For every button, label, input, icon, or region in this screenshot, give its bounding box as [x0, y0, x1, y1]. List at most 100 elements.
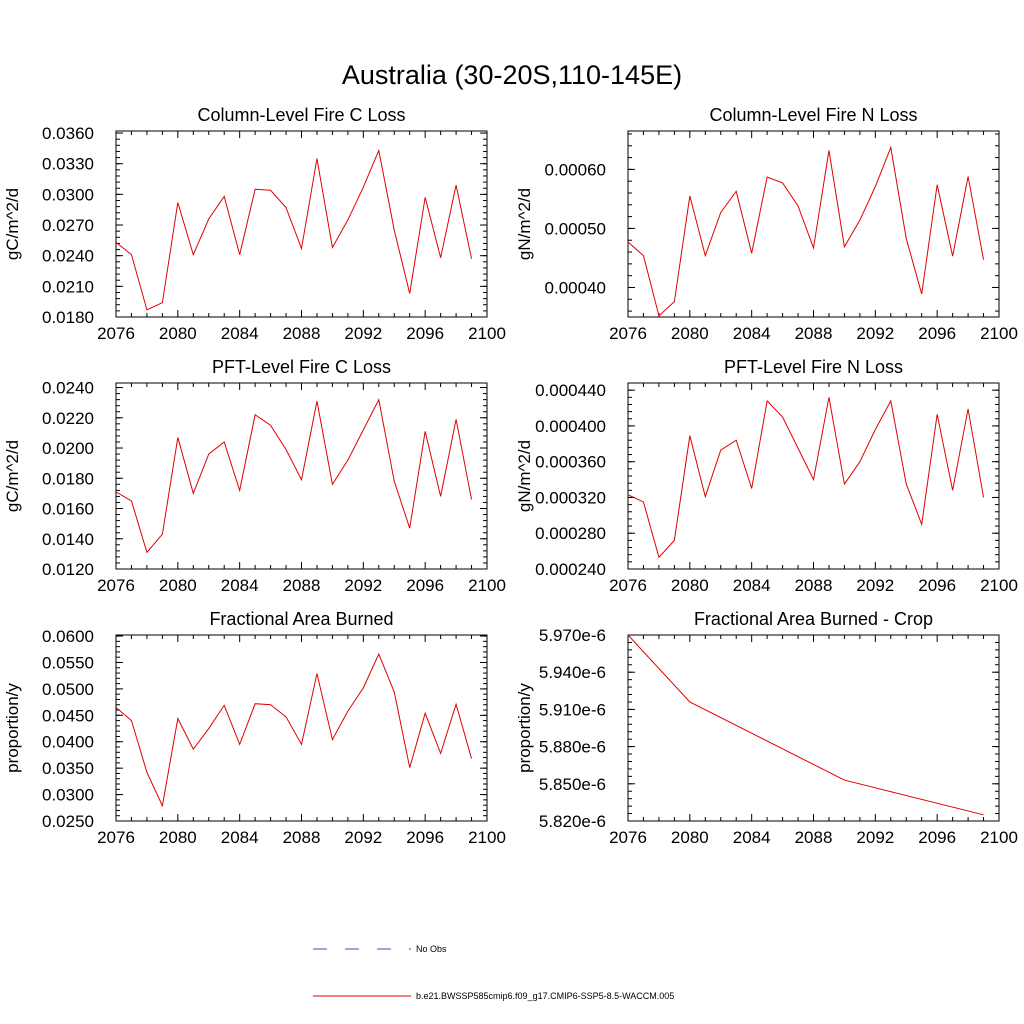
panel-title: PFT-Level Fire N Loss [724, 357, 903, 377]
y-axis-label: gN/m^2/d [515, 440, 534, 512]
x-tick-label: 2076 [609, 576, 647, 595]
x-tick-label: 2100 [468, 828, 506, 847]
x-tick-label: 2088 [283, 324, 321, 343]
x-tick-label: 2092 [344, 324, 382, 343]
x-tick-label: 2080 [159, 324, 197, 343]
y-tick-label: 0.000320 [535, 488, 606, 507]
x-tick-label: 2100 [980, 828, 1018, 847]
x-tick-label: 2076 [609, 324, 647, 343]
y-tick-label: 0.0240 [42, 247, 94, 266]
series-line [627, 397, 985, 559]
chart-panel-5: Fractional Area Burned 2076 2080 2084 2088 20… [3, 609, 506, 847]
y-tick-label: 0.0600 [42, 627, 94, 646]
chart-panel-2: Column-Level Fire N Loss 2076 2080 2084 2088… [515, 105, 1018, 343]
x-tick-label: 2076 [97, 828, 135, 847]
x-tick-label: 2088 [283, 576, 321, 595]
y-axis-label: proportion/y [3, 683, 22, 773]
y-tick-label: 0.0330 [42, 155, 94, 174]
y-tick-label: 0.0240 [42, 379, 94, 398]
legend-label-no-obs: No Obs [416, 944, 447, 954]
plot-frame [627, 130, 1000, 318]
chart-panel-4: PFT-Level Fire N Loss 2076 2080 2084 2088 209… [515, 357, 1018, 595]
x-tick-label: 2084 [221, 324, 259, 343]
chart-panel-1: Column-Level Fire C Loss 2076 2080 2084 2088… [3, 105, 506, 343]
series-line [115, 652, 473, 808]
y-tick-label: 0.0140 [42, 530, 94, 549]
y-tick-label: 0.0550 [42, 653, 94, 672]
x-tick-label: 2084 [733, 324, 771, 343]
y-tick-label: 0.0200 [42, 439, 94, 458]
series-line [627, 145, 985, 317]
x-tick-label: 2084 [221, 576, 259, 595]
x-tick-label: 2084 [733, 828, 771, 847]
x-tick-label: 2100 [980, 324, 1018, 343]
y-tick-label: 0.0180 [42, 308, 94, 327]
x-tick-label: 2100 [980, 576, 1018, 595]
x-tick-label: 2080 [671, 324, 709, 343]
chart-panel-3: PFT-Level Fire C Loss 2076 2080 2084 2088 209… [3, 357, 506, 595]
x-tick-label: 2092 [856, 576, 894, 595]
x-tick-label: 2096 [406, 324, 444, 343]
panel-title: Column-Level Fire N Loss [709, 105, 917, 125]
x-tick-label: 2088 [283, 828, 321, 847]
x-tick-label: 2096 [406, 828, 444, 847]
x-tick-label: 2080 [671, 576, 709, 595]
x-tick-label: 2088 [795, 576, 833, 595]
plot-frame [627, 634, 1000, 822]
y-tick-label: 0.0250 [42, 812, 94, 831]
x-tick-label: 2084 [733, 576, 771, 595]
x-tick-label: 2100 [468, 576, 506, 595]
panel-title: Column-Level Fire C Loss [197, 105, 405, 125]
x-tick-label: 2096 [406, 576, 444, 595]
x-tick-label: 2088 [795, 324, 833, 343]
y-tick-label: 0.0300 [42, 185, 94, 204]
y-tick-label: 0.000280 [535, 524, 606, 543]
plot-frame [115, 130, 488, 318]
y-tick-label: 5.850e-6 [539, 775, 606, 794]
series-line [115, 398, 473, 554]
y-tick-label: 0.00060 [545, 160, 606, 179]
y-tick-label: 0.0120 [42, 560, 94, 579]
y-tick-label: 0.0210 [42, 277, 94, 296]
x-tick-label: 2100 [468, 324, 506, 343]
x-tick-label: 2092 [344, 828, 382, 847]
x-tick-label: 2080 [159, 576, 197, 595]
y-tick-label: 5.970e-6 [539, 626, 606, 645]
x-tick-label: 2076 [609, 828, 647, 847]
chart-panel-6: Fractional Area Burned - Crop 2076 2080 208… [515, 609, 1018, 847]
y-tick-label: 0.0450 [42, 706, 94, 725]
x-tick-label: 2096 [918, 828, 956, 847]
y-tick-label: 5.880e-6 [539, 738, 606, 757]
x-tick-label: 2080 [671, 828, 709, 847]
y-tick-label: 0.0350 [42, 759, 94, 778]
y-tick-label: 0.000360 [535, 453, 606, 472]
x-tick-label: 2076 [97, 576, 135, 595]
y-tick-label: 0.0220 [42, 409, 94, 428]
y-tick-label: 5.910e-6 [539, 700, 606, 719]
y-axis-label: gC/m^2/d [3, 440, 22, 512]
panel-title: Fractional Area Burned - Crop [694, 609, 933, 629]
y-tick-label: 5.820e-6 [539, 812, 606, 831]
panel-title: Fractional Area Burned [209, 609, 393, 629]
panel-title: PFT-Level Fire C Loss [212, 357, 391, 377]
y-tick-label: 0.0300 [42, 786, 94, 805]
y-tick-label: 0.00050 [545, 219, 606, 238]
y-tick-label: 0.0270 [42, 216, 94, 235]
y-axis-label: gC/m^2/d [3, 188, 22, 260]
x-tick-label: 2096 [918, 576, 956, 595]
panels: Column-Level Fire C Loss 2076 2080 2084 2088… [3, 105, 1018, 847]
y-tick-label: 0.000400 [535, 417, 606, 436]
y-axis-label: proportion/y [515, 683, 534, 773]
x-tick-label: 2084 [221, 828, 259, 847]
y-tick-label: 0.0400 [42, 733, 94, 752]
x-tick-label: 2092 [856, 324, 894, 343]
y-tick-label: 0.000240 [535, 560, 606, 579]
x-tick-label: 2092 [344, 576, 382, 595]
y-tick-label: 0.000440 [535, 381, 606, 400]
y-tick-label: 0.0160 [42, 500, 94, 519]
legend-label-model: b.e21.BWSSP585cmip6.f09_g17.CMIP6-SSP5-8… [416, 991, 674, 1001]
y-axis-label: gN/m^2/d [515, 188, 534, 260]
y-tick-label: 0.0180 [42, 469, 94, 488]
series-line [115, 148, 473, 311]
